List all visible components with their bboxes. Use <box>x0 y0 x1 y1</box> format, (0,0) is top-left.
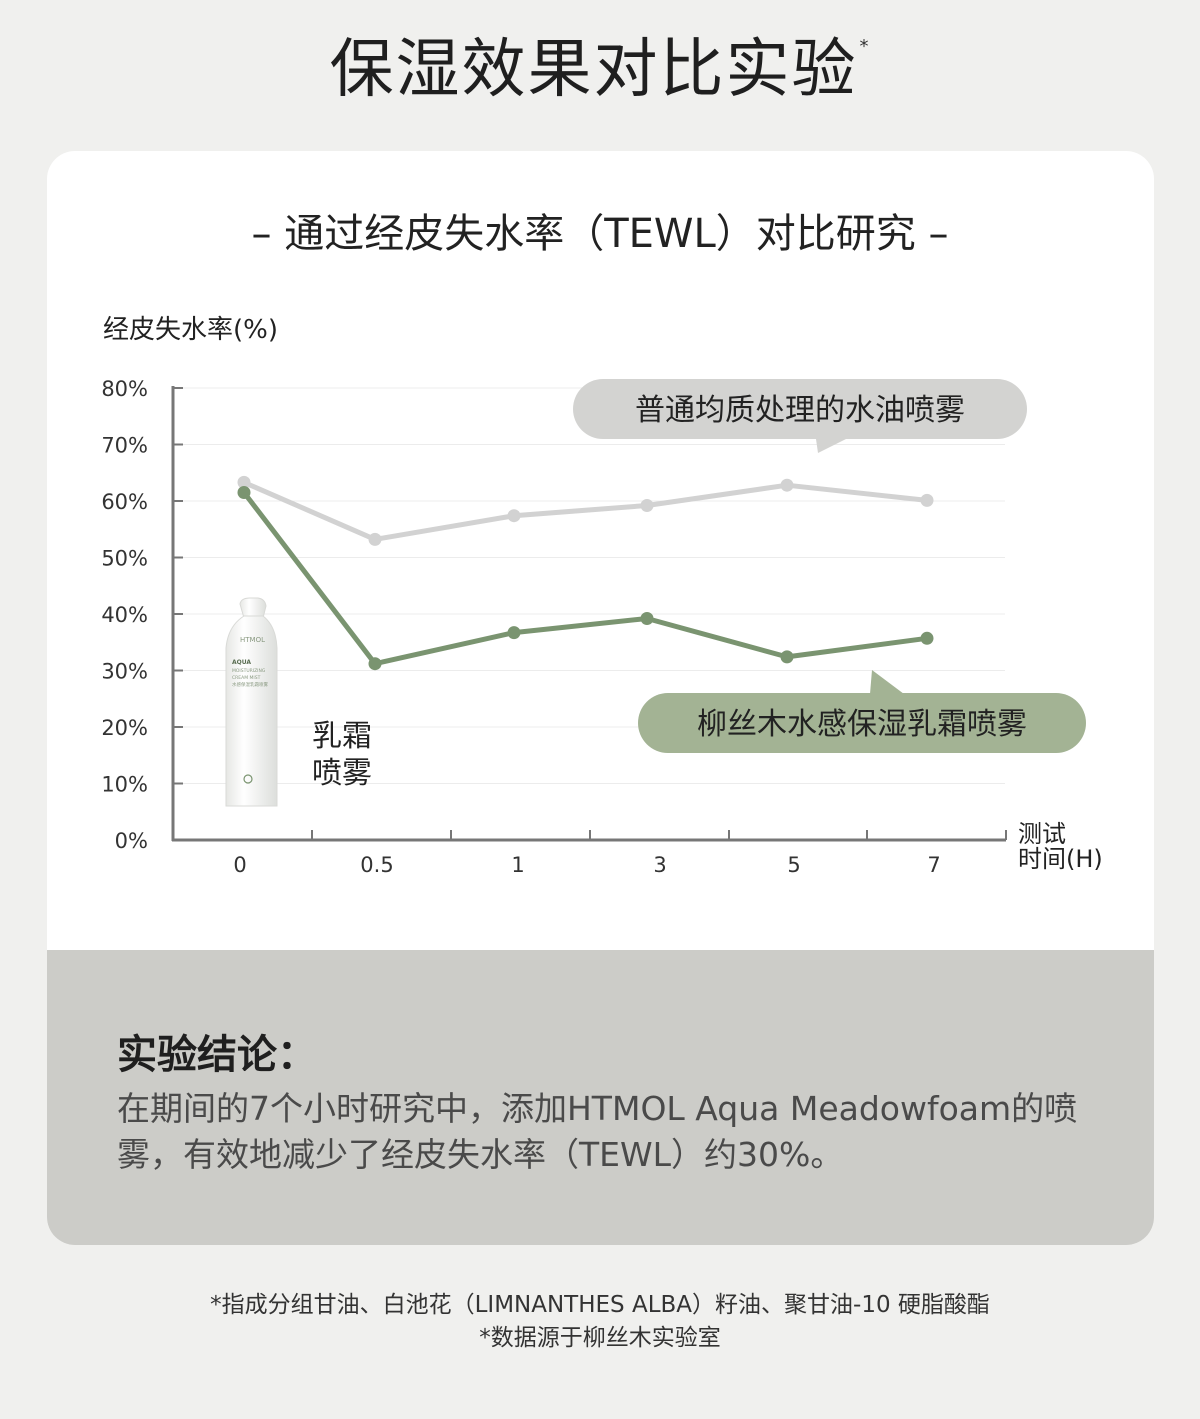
x-tick-label: 7 <box>927 853 940 877</box>
data-point <box>780 650 794 664</box>
bottle-logo-icon <box>243 774 253 784</box>
product-label-line1: 乳霜 <box>312 719 372 754</box>
y-tick-label: 10% <box>101 773 148 797</box>
data-point <box>780 478 794 492</box>
page-title: 保湿效果对比实验 * <box>329 33 871 107</box>
product-bottle-image: HTMOL AQUA MOISTURIZING CREAM MIST 水感保湿乳… <box>225 597 278 807</box>
series-line-green <box>242 490 928 667</box>
x-tick-label: 3 <box>653 853 666 877</box>
x-tick-label: 5 <box>787 853 800 877</box>
data-point <box>920 631 934 645</box>
y-tick-label: 30% <box>101 660 148 684</box>
y-axis-label: 经皮失水率(%) <box>103 315 278 345</box>
x-tick-label: 0 <box>233 853 246 877</box>
x-axis-label-line2: 时间(H) <box>1018 845 1103 873</box>
series-layer <box>237 475 934 671</box>
bottle-brand: HTMOL <box>240 636 265 644</box>
legend-label-green: 柳丝木水感保湿乳霜喷雾 <box>697 707 1027 742</box>
legend-callout-green: 柳丝木水感保湿乳霜喷雾 <box>638 670 1086 753</box>
y-tick-label: 0% <box>115 829 148 853</box>
tewl-line-chart: 经皮失水率(%) 0% 10% 20% 30% 40% 50% 60% 70% 80% 0 0.5… <box>101 315 1103 877</box>
conclusion-panel: 实验结论： 在期间的7个小时研究中，添加HTMOL Aqua Meadowfoa… <box>47 950 1154 1245</box>
bottle-text-4: 水感保湿乳霜喷雾 <box>232 681 268 688</box>
x-tick-label: 1 <box>511 853 524 877</box>
data-point <box>640 612 654 625</box>
bottle-text-3: CREAM MIST <box>232 675 261 681</box>
y-tick-label: 60% <box>101 490 148 514</box>
y-tick-labels: 0% 10% 20% 30% 40% 50% 60% 70% 80% <box>101 377 148 853</box>
y-tick-label: 70% <box>101 434 148 458</box>
data-point <box>507 626 521 640</box>
bottle-text-1: AQUA <box>232 659 251 666</box>
x-ticks: 0 0.5 1 3 5 7 <box>233 830 1007 877</box>
conclusion-body: 在期间的7个小时研究中，添加HTMOL Aqua Meadowfoam的喷雾，有… <box>117 1089 1078 1174</box>
footnote-ingredients: *指成分组甘油、白池花（LIMNANTHES ALBA）籽油、聚甘油-10 硬脂… <box>210 1292 990 1318</box>
y-tick-label: 40% <box>101 603 148 627</box>
footnote-mark: * <box>859 36 871 57</box>
data-point <box>640 499 654 512</box>
data-point <box>237 475 251 489</box>
data-point <box>368 657 382 671</box>
y-tick-label: 20% <box>101 716 148 740</box>
grid-lines <box>173 387 1005 841</box>
data-point <box>920 493 934 507</box>
x-tick-label: 0.5 <box>360 853 393 877</box>
y-tick-label: 80% <box>101 377 148 401</box>
series-line-grey <box>243 480 928 542</box>
x-axis-label-line1: 测试 <box>1018 820 1066 848</box>
data-point <box>368 532 382 546</box>
legend-label-grey: 普通均质处理的水油喷雾 <box>635 393 965 428</box>
conclusion-title: 实验结论： <box>117 1032 317 1078</box>
bottle-text-2: MOISTURIZING <box>232 668 266 674</box>
legend-callout-grey: 普通均质处理的水油喷雾 <box>573 379 1027 453</box>
chart-subtitle: – 通过经皮失水率（TEWL）对比研究 – <box>251 211 949 257</box>
data-point <box>237 486 251 499</box>
y-tick-label: 50% <box>101 547 148 571</box>
data-point <box>507 509 521 523</box>
product-label-line2: 喷雾 <box>312 756 372 791</box>
footnote-source: *数据源于柳丝木实验室 <box>479 1325 721 1351</box>
